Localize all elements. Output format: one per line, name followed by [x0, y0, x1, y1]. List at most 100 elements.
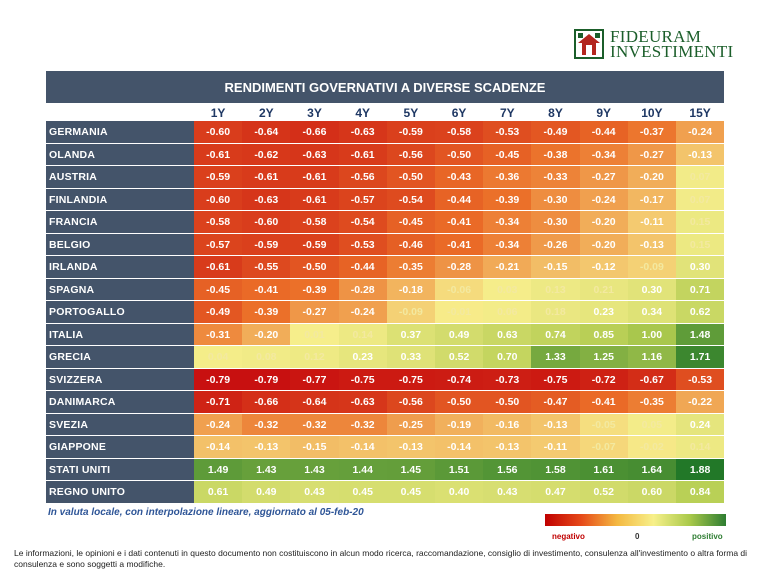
heatmap-cell: -0.53 [483, 121, 532, 144]
heatmap-cell: 1.43 [290, 458, 339, 481]
heatmap-cell: -0.41 [435, 211, 484, 234]
legend-positive-label: positivo [692, 532, 723, 541]
heatmap-cell: 0.24 [676, 413, 725, 436]
heatmap-cell: -0.57 [338, 188, 387, 211]
heatmap-cell: -0.54 [338, 211, 387, 234]
row-separator [46, 390, 724, 391]
heatmap-cell: -0.60 [194, 121, 243, 144]
heatmap-cell: -0.34 [483, 211, 532, 234]
heatmap-cell: -0.26 [531, 233, 580, 256]
column-header: 15Y [689, 106, 711, 120]
heatmap-cell: 0.49 [242, 481, 291, 504]
column-header-row: 1Y 2Y 3Y 4Y 5Y 6Y 7Y 8Y 9Y 10Y 15Y [46, 103, 724, 121]
heatmap-cell: 1.64 [627, 458, 676, 481]
heatmap-cell: -0.36 [483, 166, 532, 189]
heatmap-cell: -0.63 [338, 121, 387, 144]
heatmap-cell: -0.50 [435, 391, 484, 414]
heatmap-cell: -0.14 [194, 436, 243, 459]
row-label: AUSTRIA [49, 171, 98, 183]
heatmap-cell: 0.74 [531, 323, 580, 346]
heatmap-cell: -0.45 [386, 211, 435, 234]
row-separator [46, 142, 724, 144]
heatmap-cell: 0.40 [435, 481, 484, 504]
heatmap-cell: -0.50 [386, 166, 435, 189]
heatmap-cell: -0.50 [435, 143, 484, 166]
heatmap-cell: -0.37 [627, 121, 676, 144]
heatmap-cell: -0.61 [338, 143, 387, 166]
heatmap-cell: 0.45 [386, 481, 435, 504]
heatmap-cell: -0.32 [290, 413, 339, 436]
row-separator [46, 435, 724, 436]
row-label: GRECIA [49, 351, 92, 363]
heatmap-cell: -0.54 [386, 188, 435, 211]
heatmap-cell: 0.23 [579, 301, 628, 324]
heatmap-cell: -0.61 [290, 166, 339, 189]
heatmap-cell: -0.50 [483, 391, 532, 414]
heatmap-cell: 0.07 [676, 166, 725, 189]
row-label: OLANDA [49, 148, 96, 161]
row-separator [46, 457, 724, 459]
row-separator [46, 300, 724, 301]
heatmap-cell: -0.24 [676, 121, 725, 144]
row-label: DANIMARCA [49, 396, 116, 408]
heatmap-cell: -0.14 [338, 436, 387, 459]
brand-logo: FIDEURAM INVESTIMENTI [574, 28, 734, 60]
heatmap-cell: -0.06 [435, 278, 484, 301]
heatmap-cell: -0.75 [338, 368, 387, 391]
heatmap-cell: 0.61 [194, 481, 243, 504]
row-label: FRANCIA [49, 216, 98, 228]
heatmap-cell: 0.71 [676, 278, 725, 301]
heatmap-cell: -0.24 [579, 188, 628, 211]
heatmap-cell: 0.63 [483, 323, 532, 346]
heatmap-cell: -0.58 [194, 211, 243, 234]
heatmap-cell: -0.09 [627, 256, 676, 279]
heatmap-cell: -0.24 [338, 301, 387, 324]
heatmap-cell: 0.49 [435, 323, 484, 346]
heatmap-cell: -0.13 [483, 436, 532, 459]
heatmap-cell: -0.44 [338, 256, 387, 279]
heatmap-cell: -0.12 [579, 256, 628, 279]
heatmap-cell: -0.43 [435, 166, 484, 189]
row-separator [46, 187, 724, 189]
heatmap-cell: -0.44 [435, 188, 484, 211]
country-column [46, 121, 194, 504]
heatmap-cell: 0.15 [676, 233, 725, 256]
heatmap-cell: -0.60 [242, 211, 291, 234]
heatmap-cell: -0.67 [627, 368, 676, 391]
heatmap-cell: 1.33 [531, 346, 580, 369]
row-label: ITALIA [49, 328, 84, 341]
column-header: 7Y [499, 106, 515, 120]
legend-negative-label: negativo [552, 532, 585, 541]
column-header: 3Y [307, 106, 322, 120]
heatmap-cell: -0.34 [579, 143, 628, 166]
row-separator [46, 345, 724, 346]
heatmap-cell: -0.41 [435, 233, 484, 256]
heatmap-cell: 1.43 [242, 458, 291, 481]
row-label: PORTOGALLO [49, 306, 125, 318]
heatmap-cell: -0.38 [531, 143, 580, 166]
heatmap-cell: -0.20 [579, 211, 628, 234]
heatmap-cell: -0.02 [627, 436, 676, 459]
heatmap-cell: 0.84 [676, 481, 725, 504]
heatmap-cell: -0.28 [435, 256, 484, 279]
heatmap-cell: -0.61 [290, 188, 339, 211]
house-logo-icon [574, 29, 604, 59]
heatmap-cell: 0.30 [676, 256, 725, 279]
row-separator [46, 412, 724, 414]
heatmap-cell: 0.52 [579, 481, 628, 504]
heatmap-cell: -0.20 [627, 166, 676, 189]
heatmap-cell: 0.07 [676, 188, 725, 211]
heatmap-cell: -0.22 [676, 391, 725, 414]
row-separator [46, 480, 724, 481]
heatmap-cell: -0.25 [386, 413, 435, 436]
brand-line1: FIDEURAM [610, 27, 702, 46]
heatmap-cell: -0.15 [290, 436, 339, 459]
heatmap-cell: -0.46 [386, 233, 435, 256]
heatmap-cell: 1.49 [194, 458, 243, 481]
heatmap-cell: 0.43 [483, 481, 532, 504]
heatmap-cell: -0.64 [242, 121, 291, 144]
heatmap-cell: 1.45 [386, 458, 435, 481]
row-separator [46, 367, 724, 369]
heatmap-cell: -0.13 [242, 436, 291, 459]
column-header: 5Y [403, 106, 419, 120]
